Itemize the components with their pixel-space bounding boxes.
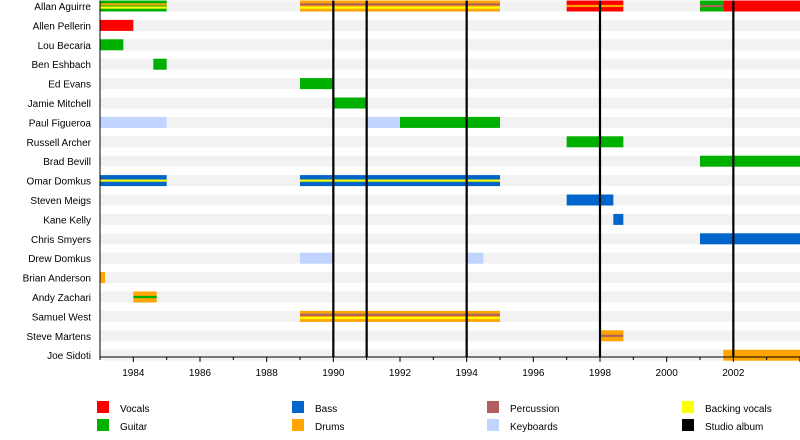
member-bar bbox=[466, 252, 484, 264]
member-bar bbox=[300, 252, 334, 264]
role-stripe bbox=[133, 295, 157, 299]
tick-label: 1990 bbox=[322, 368, 345, 379]
member-label: Lou Becaria bbox=[38, 41, 92, 52]
member-label: Ed Evans bbox=[48, 80, 91, 91]
member-label: Paul Figueroa bbox=[29, 118, 92, 129]
member-bar bbox=[100, 272, 105, 284]
row-background bbox=[100, 155, 800, 167]
legend-label: Bass bbox=[315, 404, 337, 415]
legend-label: Guitar bbox=[120, 422, 148, 433]
member-bar bbox=[366, 116, 400, 128]
member-label: Joe Sidoti bbox=[47, 351, 91, 362]
member-label: Ben Eshbach bbox=[32, 60, 92, 71]
member-bar bbox=[300, 0, 500, 12]
member-label: Andy Zachari bbox=[32, 293, 91, 304]
member-bar bbox=[100, 116, 167, 128]
member-label: Brad Bevill bbox=[43, 157, 91, 168]
studio-album-lines bbox=[332, 0, 735, 357]
member-label: Omar Domkus bbox=[27, 177, 91, 188]
tick-label: 1996 bbox=[522, 368, 545, 379]
legend-label: Vocals bbox=[120, 404, 149, 415]
legend-swatch bbox=[487, 419, 499, 431]
x-axis: 1984 1986 1988 1990 1992 1994 1996 1998 2000 2002 bbox=[99, 0, 800, 379]
member-bar bbox=[100, 19, 134, 31]
member-bar bbox=[333, 97, 367, 109]
tick-label: 1992 bbox=[389, 368, 412, 379]
row-background bbox=[100, 194, 800, 206]
legend-swatch bbox=[97, 419, 109, 431]
member-bar bbox=[723, 349, 800, 361]
row-background bbox=[100, 272, 800, 284]
role-stripe bbox=[100, 179, 167, 182]
row-background bbox=[100, 330, 800, 342]
legend-swatch bbox=[487, 401, 499, 413]
legend-label: Percussion bbox=[510, 404, 559, 415]
member-label: Kane Kelly bbox=[43, 215, 91, 226]
tick-label: 1984 bbox=[122, 368, 145, 379]
role-stripe bbox=[300, 6, 500, 9]
role-stripe bbox=[100, 6, 167, 9]
row-background bbox=[100, 291, 800, 303]
tick-label: 1986 bbox=[189, 368, 212, 379]
member-bar bbox=[100, 39, 124, 51]
row-background bbox=[100, 58, 800, 70]
member-bar bbox=[566, 194, 614, 206]
member-label: Steve Martens bbox=[27, 332, 91, 343]
tick-label: 2000 bbox=[656, 368, 679, 379]
member-label: Steven Meigs bbox=[30, 196, 91, 207]
member-bar bbox=[566, 136, 624, 148]
member-bar bbox=[300, 310, 500, 322]
member-label: Drew Domkus bbox=[28, 254, 91, 265]
row-background bbox=[100, 213, 800, 225]
role-stripe bbox=[300, 3, 500, 6]
row-background bbox=[100, 19, 800, 31]
tick-label: 1998 bbox=[589, 368, 612, 379]
row-background bbox=[100, 349, 800, 361]
role-stripe bbox=[700, 4, 724, 8]
row-background bbox=[100, 233, 800, 245]
tick-label: 1988 bbox=[256, 368, 279, 379]
role-stripe bbox=[300, 316, 500, 320]
tick-label: 2002 bbox=[722, 368, 745, 379]
legend-label: Studio album bbox=[705, 422, 763, 433]
member-label: Brian Anderson bbox=[23, 274, 91, 285]
member-labels: Allan Aguirre Allen Pellerin Lou Becaria Be… bbox=[23, 2, 92, 362]
member-bar bbox=[100, 0, 167, 12]
row-background bbox=[100, 136, 800, 148]
legend-swatch bbox=[292, 401, 304, 413]
legend-label: Drums bbox=[315, 422, 344, 433]
row-background bbox=[100, 39, 800, 51]
legend-swatch bbox=[97, 401, 109, 413]
legend-label: Keyboards bbox=[510, 422, 558, 433]
member-bar bbox=[700, 155, 800, 167]
member-bar bbox=[300, 78, 334, 90]
legend-label: Backing vocals bbox=[705, 404, 772, 415]
member-bar bbox=[700, 233, 800, 245]
legend-swatch bbox=[682, 401, 694, 413]
row-background bbox=[100, 252, 800, 264]
member-bar bbox=[613, 213, 624, 225]
row-background bbox=[100, 78, 800, 90]
member-bar bbox=[153, 58, 167, 70]
role-stripe bbox=[300, 313, 500, 316]
legend: Vocals Guitar Bass Drums Percussion Keyboards… bbox=[97, 401, 772, 433]
legend-swatch bbox=[292, 419, 304, 431]
role-stripe bbox=[600, 334, 624, 337]
member-label: Allen Pellerin bbox=[33, 21, 91, 32]
member-label: Samuel West bbox=[32, 312, 92, 323]
member-bar bbox=[400, 116, 500, 128]
tick-label: 1994 bbox=[456, 368, 479, 379]
member-label: Russell Archer bbox=[27, 138, 92, 149]
member-label: Jamie Mitchell bbox=[28, 99, 91, 110]
row-background bbox=[100, 97, 800, 109]
membership-bars bbox=[100, 0, 800, 361]
legend-swatch bbox=[682, 419, 694, 431]
role-stripe bbox=[566, 4, 624, 8]
role-stripe bbox=[300, 179, 500, 182]
member-label: Allan Aguirre bbox=[34, 2, 91, 13]
role-stripe bbox=[100, 3, 167, 6]
member-label: Chris Smyers bbox=[31, 235, 91, 246]
member-bar bbox=[723, 0, 800, 12]
